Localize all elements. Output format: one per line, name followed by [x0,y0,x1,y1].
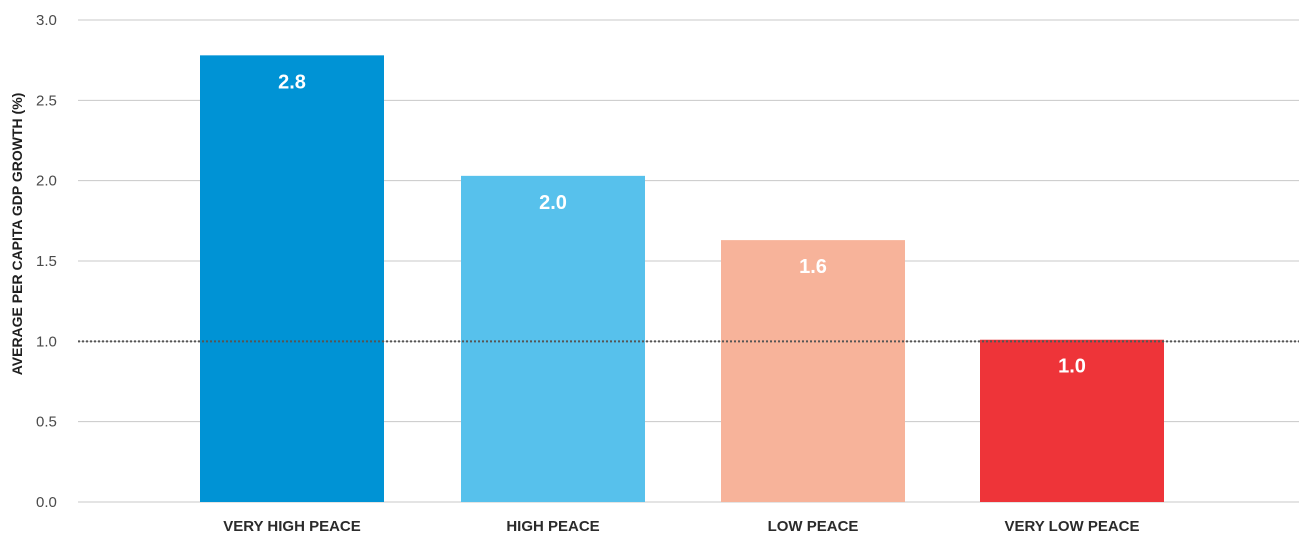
y-tick-label: 2.0 [36,173,57,190]
bar [200,55,384,502]
bars [200,55,1164,502]
y-tick-label: 1.5 [36,253,57,270]
x-category-label: LOW PEACE [768,518,859,535]
value-labels: 2.8 2.0 1.6 1.0 [278,71,1086,377]
bar [980,339,1164,502]
y-tick-label: 3.0 [36,12,57,29]
x-axis-categories: VERY HIGH PEACE HIGH PEACE LOW PEACE VERY L… [223,518,1139,535]
bar [461,175,645,502]
y-tick-label: 0.0 [36,494,57,511]
bar-value-label: 2.0 [539,192,567,214]
bar-value-label: 1.6 [799,256,827,278]
y-tick-label: 2.5 [36,92,57,109]
bar-value-label: 2.8 [278,71,306,93]
y-tick-label: 0.5 [36,414,57,431]
bar-value-label: 1.0 [1058,356,1086,378]
x-category-label: HIGH PEACE [506,518,599,535]
bar [721,240,905,502]
y-axis-ticks: 0.0 0.5 1.0 1.5 2.0 2.5 3.0 [36,12,57,511]
y-axis-title: AVERAGE PER CAPITA GDP GROWTH (%) [9,93,25,376]
y-tick-label: 1.0 [36,333,57,350]
x-category-label: VERY LOW PEACE [1004,518,1139,535]
x-category-label: VERY HIGH PEACE [223,518,361,535]
